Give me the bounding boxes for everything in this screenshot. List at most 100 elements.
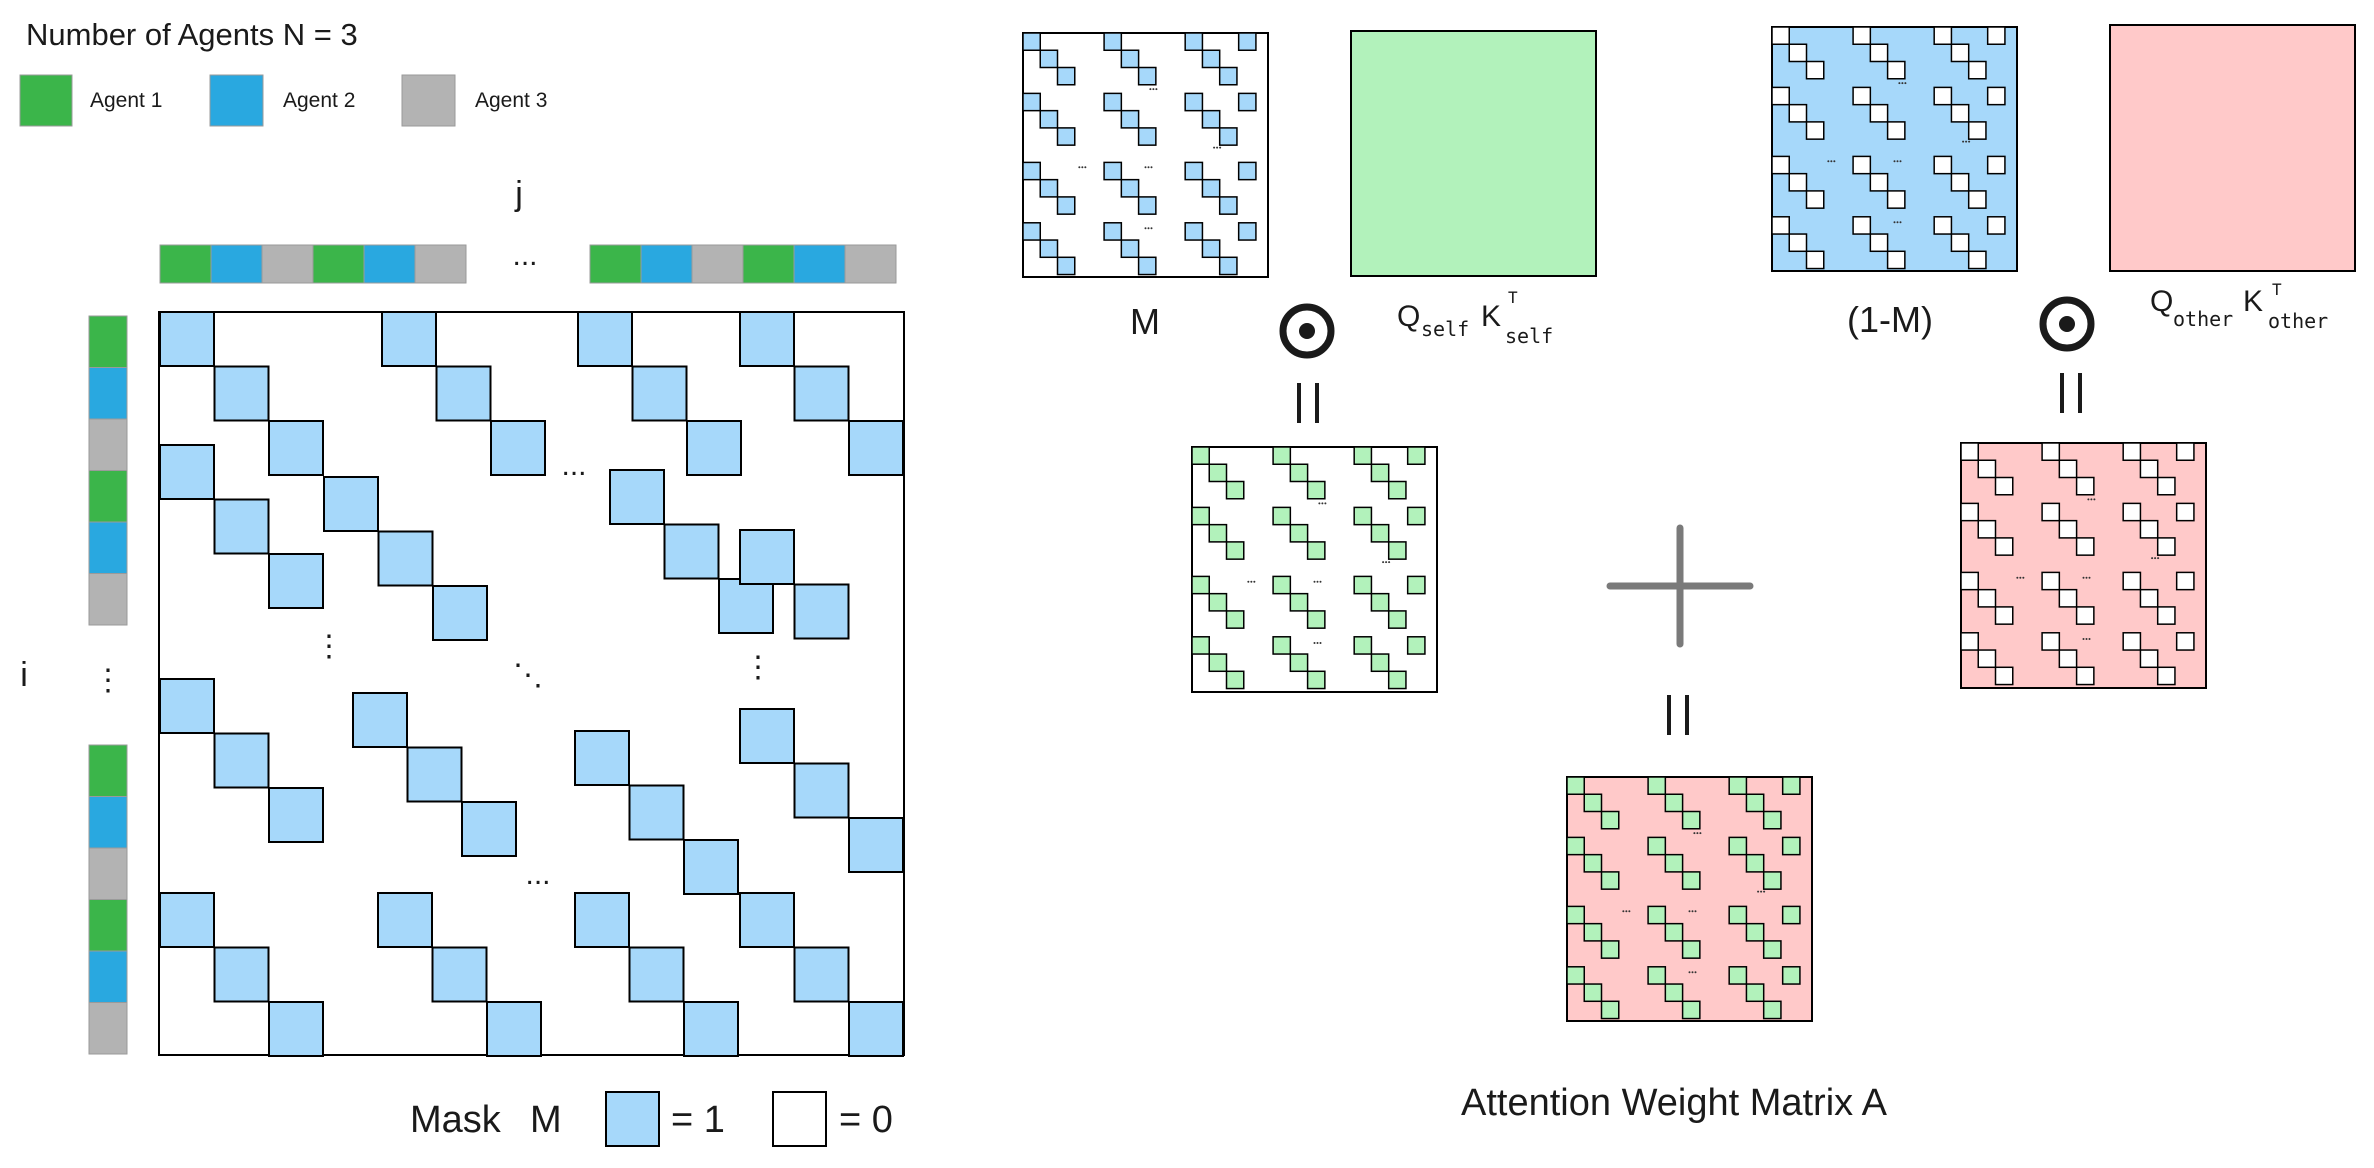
mask-m-matrix	[1022, 32, 1269, 278]
matrix-cell	[1600, 810, 1620, 830]
matrix-cell	[1681, 871, 1701, 890]
mask-cell	[574, 892, 630, 948]
matrix-cell	[2041, 442, 2061, 462]
matrix-cell	[1406, 446, 1426, 466]
matrix-cell	[1289, 463, 1309, 483]
matrix-cell	[2041, 571, 2061, 591]
matrix-cell	[1120, 239, 1140, 259]
mask-legend-one-swatch	[605, 1091, 660, 1147]
svg-text:other: other	[2173, 307, 2233, 331]
matrix-cell	[1994, 476, 2014, 496]
mask-cell	[683, 839, 739, 895]
strip-cell	[88, 1002, 128, 1055]
matrix-cell	[1201, 239, 1221, 259]
mask-cell	[631, 365, 688, 422]
matrix-cell	[1022, 222, 1042, 241]
matrix-cell	[1289, 592, 1309, 612]
strip-cell	[88, 418, 128, 471]
matrix-cell	[1977, 649, 1997, 669]
matrix-cell	[1406, 506, 1426, 526]
mask-ellipsis-bottom: ...	[525, 858, 550, 891]
matrix-cell	[1950, 172, 1970, 192]
matrix-cell	[1225, 610, 1245, 629]
mask-cell	[381, 311, 437, 367]
matrix-cell	[1788, 172, 1808, 192]
mask-cell	[213, 732, 270, 789]
matrix-cell	[2122, 632, 2142, 651]
matrix-cell	[1218, 66, 1238, 86]
matrix-cell	[1950, 43, 1970, 63]
matrix-cell	[1370, 463, 1390, 483]
matrix-cell	[1728, 905, 1748, 925]
mask-cell	[739, 311, 795, 367]
matrix-cell	[1387, 541, 1407, 560]
matrix-cell	[1728, 966, 1748, 985]
matrix-cell	[1664, 983, 1684, 1003]
matrix-cell	[1201, 178, 1221, 198]
matrix-cell	[1387, 610, 1407, 629]
agent-2-swatch	[209, 74, 264, 127]
attention-weight-matrix	[1566, 776, 1813, 1022]
mask-cell	[683, 1001, 739, 1057]
column-index-label: j	[514, 175, 523, 213]
matrix-cell	[2156, 537, 2176, 556]
matrix-cell	[2175, 632, 2195, 651]
mask-cell	[848, 817, 904, 873]
matrix-cell	[1137, 66, 1157, 86]
matrix-cell	[1272, 506, 1292, 526]
mask-cell	[268, 420, 324, 476]
matrix-cell	[1869, 233, 1889, 253]
matrix-cell	[1353, 636, 1373, 655]
matrix-cell	[1566, 776, 1586, 796]
matrix-cell	[1967, 250, 1987, 270]
svg-text:K: K	[2243, 285, 2263, 318]
matrix-cell	[1994, 537, 2014, 556]
mask-diagonal-ellipsis: ⋱	[513, 659, 543, 692]
agent-1-label: Agent 1	[90, 89, 162, 112]
matrix-cell	[1852, 26, 1872, 46]
matrix-cell	[1406, 636, 1426, 655]
matrix-cell	[1977, 519, 1997, 539]
matrix-cell	[1103, 92, 1123, 112]
matrix-cell	[1306, 610, 1326, 629]
mask-cell	[213, 946, 270, 1003]
self-attention-matrix	[1191, 446, 1438, 693]
matrix-cell	[2175, 442, 2195, 462]
matrix-cell	[2075, 666, 2095, 686]
matrix-cell	[1728, 776, 1748, 796]
strip-cell	[159, 244, 212, 284]
matrix-cell	[2122, 442, 2142, 462]
matrix-cell	[1728, 836, 1748, 856]
mask-cell	[574, 730, 630, 786]
matrix-cell	[1852, 86, 1872, 106]
mask-cell	[848, 420, 904, 476]
svg-text:Q: Q	[1397, 300, 1420, 333]
matrix-cell	[1370, 523, 1390, 543]
agent-3-swatch	[401, 74, 456, 127]
agent-3-label: Agent 3	[475, 89, 547, 112]
matrix-cell	[2122, 502, 2142, 522]
mask-cell	[213, 365, 270, 422]
mask-m-label: M	[1130, 301, 1160, 342]
mask-cell	[628, 946, 685, 1003]
matrix-cell	[1986, 216, 2006, 235]
mask-cell	[159, 444, 215, 500]
mask-cell	[432, 585, 488, 641]
matrix-cell	[1184, 161, 1204, 181]
matrix-cell	[2139, 519, 2159, 539]
equals-operator-icon	[1297, 383, 1319, 423]
strip-cell	[88, 367, 128, 420]
matrix-cell	[1960, 502, 1980, 522]
other-qk-matrix	[2109, 24, 2356, 272]
matrix-cell	[1933, 216, 1953, 235]
matrix-cell	[1353, 446, 1373, 466]
matrix-cell	[1933, 26, 1953, 46]
matrix-cell	[1237, 92, 1257, 112]
matrix-cell	[2075, 476, 2095, 496]
matrix-cell	[1208, 592, 1228, 612]
row-index-label: i	[20, 656, 28, 694]
mask-cell	[486, 1001, 542, 1057]
matrix-cell	[1681, 810, 1701, 830]
matrix-cell	[2058, 459, 2078, 479]
